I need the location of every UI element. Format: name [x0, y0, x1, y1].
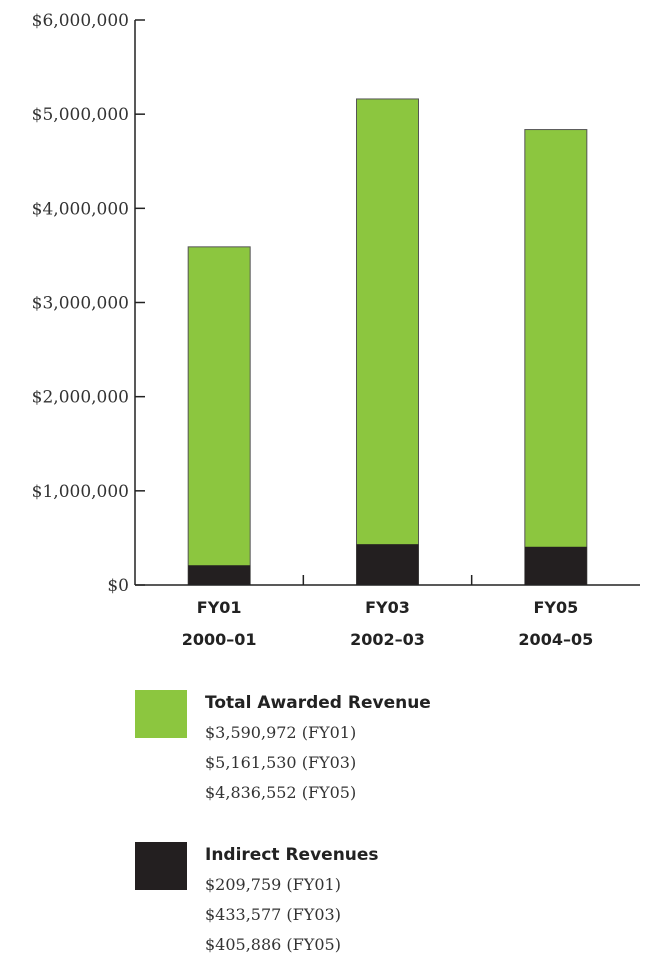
bar-total-fy03: [356, 98, 419, 586]
x-category-years: 2002–03: [350, 630, 425, 649]
y-tick-label: $6,000,000: [32, 11, 129, 31]
legend-value-total-fy05: $4,836,552 (FY05): [205, 783, 357, 802]
x-category-years: 2004–05: [518, 630, 593, 649]
bar-indirect-fy05: [524, 546, 587, 585]
x-category-code: FY01: [197, 598, 242, 617]
y-tick-label: $0: [107, 576, 129, 596]
y-axis: $6,000,000 $5,000,000 $4,000,000 $3,000,000…: [32, 11, 145, 596]
y-tick-label: $4,000,000: [32, 199, 129, 219]
x-category-years: 2000–01: [182, 630, 257, 649]
legend-value-total-fy03: $5,161,530 (FY03): [205, 753, 357, 772]
legend-swatch-indirect: [135, 842, 187, 890]
bar-indirect-fy03: [356, 544, 419, 585]
legend-value-indirect-fy01: $209,759 (FY01): [205, 875, 341, 894]
bar-total-fy05: [524, 129, 588, 586]
y-tick-label: $1,000,000: [32, 482, 129, 502]
legend-value-indirect-fy03: $433,577 (FY03): [205, 905, 341, 924]
legend-swatch-total: [135, 690, 187, 738]
legend-title-total: Total Awarded Revenue: [205, 693, 431, 713]
bar-indirect-fy01: [188, 565, 251, 585]
legend-value-total-fy01: $3,590,972 (FY01): [205, 723, 357, 742]
revenue-bar-chart: $6,000,000 $5,000,000 $4,000,000 $3,000,000…: [32, 11, 640, 649]
bar-total-fy01: [187, 246, 251, 586]
x-category-code: FY05: [533, 598, 578, 617]
x-axis: FY01 2000–01 FY03 2002–03 FY05 2004–05: [135, 575, 640, 649]
x-category-code: FY03: [365, 598, 410, 617]
bars: [187, 98, 588, 586]
y-tick-label: $2,000,000: [32, 388, 129, 408]
y-tick-label: $3,000,000: [32, 294, 129, 314]
legend-title-indirect: Indirect Revenues: [205, 845, 379, 865]
y-tick-label: $5,000,000: [32, 105, 129, 125]
legend-value-indirect-fy05: $405,886 (FY05): [205, 935, 341, 954]
